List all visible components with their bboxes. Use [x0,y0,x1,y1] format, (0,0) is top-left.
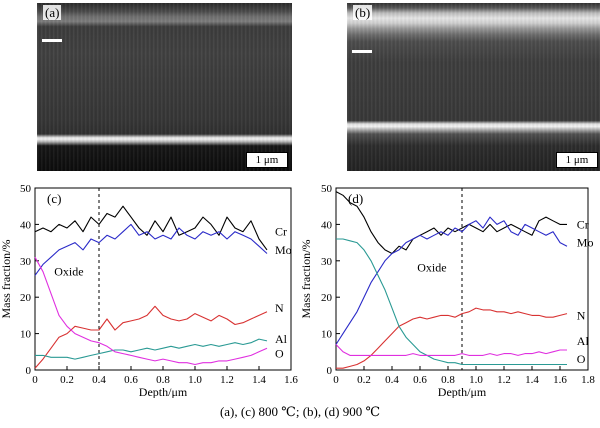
y-tick-label: 50 [321,183,333,195]
panel-label-b: (b) [353,5,373,20]
series-line-mo [335,216,568,345]
depth-profile-chart-d: 0 0.2 0.4 0.6 0.8 1.0 1.2 1.4 1.6 1.8 0 10 20 30 40 50 D… [300,183,595,398]
y-tick-label: 20 [20,292,32,304]
series-label-al: Al [577,334,590,348]
oxide-annotation: Oxide [54,264,83,278]
series-label-o: O [577,352,586,366]
x-tick-label: 1.0 [469,374,483,386]
plot-frame [34,187,292,371]
series-label-mo: Mo [577,236,594,250]
series-label-n: N [577,308,586,322]
series-label-o: O [275,347,284,361]
x-tick-label: 0.8 [441,374,455,386]
series-label-cr: Cr [275,225,287,239]
y-tick-label: 20 [321,292,333,304]
white-marker [42,39,62,42]
x-tick-label: 1.6 [553,374,567,386]
x-tick-label: 1.6 [284,374,298,386]
x-axis-label: Depth/μm [438,385,487,398]
x-tick-label: 0.6 [413,374,427,386]
depth-profile-chart-c: 0 0.2 0.4 0.6 0.8 1.0 1.2 1.4 1.6 0 10 20 30 40 50 Dept… [0,183,298,398]
micrograph-b: (b) 1 μm [347,3,600,171]
series-label-cr: Cr [577,217,589,231]
x-tick-label: 0.4 [92,374,106,386]
series-line-al [336,238,567,366]
panel-label: (c) [47,191,61,206]
series-line-cr [335,191,567,255]
x-tick-label: 1.8 [581,374,595,386]
y-tick-label: 30 [321,256,333,268]
series-line-n [34,305,268,369]
x-tick-label: 1.4 [525,374,539,386]
x-tick-label: 0.2 [60,374,74,386]
y-tick-label: 40 [321,219,333,231]
y-tick-label: 10 [321,329,333,341]
y-axis-label: Mass fraction/% [300,240,313,319]
panel-label-a: (a) [43,5,62,20]
micrograph-texture [37,3,292,171]
series-line-al [35,338,268,360]
x-tick-label: 0 [333,374,339,386]
x-axis-label: Depth/μm [139,385,188,398]
white-marker [352,50,372,53]
series-line-cr [34,205,268,251]
figure-caption: (a), (c) 800 ℃; (b), (d) 900 ℃ [219,404,381,419]
micrograph-texture [347,3,600,171]
y-tick-label: 30 [20,256,32,268]
series-line-o [34,256,268,366]
x-tick-label: 1.2 [220,374,234,386]
y-tick-label: 40 [20,219,32,231]
x-tick-label: 1.2 [497,374,511,386]
series-label-n: N [275,301,284,315]
y-tick-label: 10 [20,329,32,341]
y-tick-label: 50 [20,183,32,195]
series-line-mo [34,223,268,276]
y-tick-label: 0 [26,365,32,377]
x-tick-label: 0 [32,374,38,386]
series-label-mo: Mo [275,243,292,257]
x-tick-label: 0.2 [357,374,371,386]
series-line-o [335,344,567,356]
oxide-annotation: Oxide [417,261,446,275]
x-tick-label: 1.0 [188,374,202,386]
scale-bar-a: 1 μm [246,152,288,168]
series-label-al: Al [275,332,288,346]
x-tick-label: 0.8 [156,374,170,386]
series-line-n [336,307,568,369]
panel-label: (d) [348,191,363,206]
x-tick-label: 0.4 [385,374,399,386]
micrograph-a: (a) 1 μm [37,3,292,171]
y-tick-label: 0 [327,365,333,377]
scale-bar-b: 1 μm [556,152,598,168]
x-tick-label: 0.6 [124,374,138,386]
x-tick-label: 1.4 [252,374,266,386]
y-axis-label: Mass fraction/% [0,240,13,319]
